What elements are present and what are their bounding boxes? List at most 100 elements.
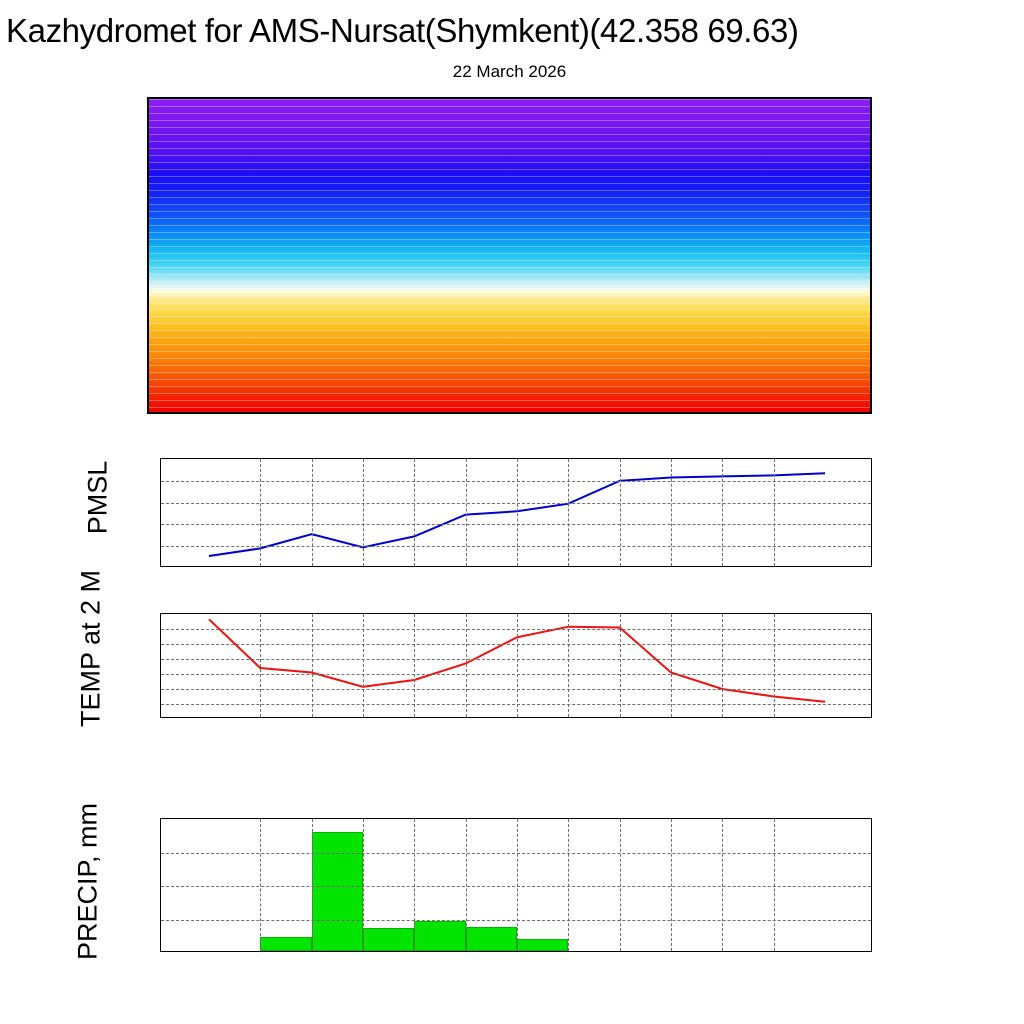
y-minor-tick	[160, 625, 161, 626]
x-tick	[825, 951, 826, 952]
v-gridline	[722, 459, 724, 566]
precip-bars	[161, 819, 871, 951]
v-gridline	[311, 614, 313, 717]
y-minor-tick	[160, 519, 161, 520]
v-gridline	[568, 819, 570, 951]
v-gridline	[773, 819, 775, 951]
h-gridline	[161, 852, 871, 854]
y-tick-label: 16	[147, 226, 149, 243]
y-tick-label: 24	[147, 136, 149, 153]
v-gridline	[773, 459, 775, 566]
y-minor-tick	[160, 674, 161, 675]
y-minor-tick	[160, 819, 161, 820]
h-gridline	[161, 502, 871, 504]
y-minor-tick	[160, 622, 161, 623]
y-minor-tick	[160, 846, 161, 847]
v-gridline	[722, 819, 724, 951]
y-tick-label: 20	[147, 181, 149, 198]
y-minor-tick	[160, 557, 161, 558]
x-tick	[466, 566, 467, 567]
x-tick	[209, 566, 210, 567]
x-tick	[466, 951, 467, 952]
y-minor-tick	[160, 470, 161, 471]
y-minor-tick	[160, 826, 161, 827]
y-minor-tick	[160, 546, 161, 547]
precip-bar	[414, 920, 466, 951]
precip-bar	[311, 832, 363, 951]
y-minor-tick	[160, 633, 161, 634]
chart-subtitle-date: 22 March 2026	[452, 62, 567, 81]
v-gridline	[773, 614, 775, 717]
y-minor-tick	[160, 503, 161, 504]
y-minor-tick	[160, 715, 161, 716]
y-tick-label: 4	[147, 362, 149, 379]
x-tick	[753, 412, 754, 414]
v-gridline	[517, 819, 518, 951]
v-gridline	[311, 819, 313, 951]
y-minor-tick	[160, 678, 161, 679]
x-tick	[722, 717, 723, 718]
x-tick	[722, 951, 723, 952]
y-minor-tick	[160, 946, 161, 947]
v-gridline	[260, 819, 262, 951]
y-minor-tick	[160, 899, 161, 900]
x-tick	[825, 566, 826, 567]
x-tick	[330, 412, 331, 414]
y-minor-tick	[160, 689, 161, 690]
y-minor-tick	[160, 853, 161, 854]
x-tick	[568, 566, 569, 567]
x-tick	[620, 566, 621, 567]
y-minor-tick	[160, 508, 161, 509]
v-gridline	[260, 459, 262, 566]
x-tick	[722, 566, 723, 567]
temp-axis-label: TEMP at 2 M	[75, 569, 106, 728]
y-minor-tick	[160, 879, 161, 880]
precip-bar	[363, 928, 415, 951]
v-gridline	[311, 459, 313, 566]
precip-plot: 0.01.02.03.04.022_1222_1522_1822_2123_00…	[160, 818, 872, 952]
x-tick	[260, 717, 261, 718]
v-gridline	[465, 614, 467, 717]
x-tick	[568, 717, 569, 718]
v-gridline	[517, 614, 518, 717]
x-tick	[466, 717, 467, 718]
x-tick	[671, 951, 672, 952]
v-gridline	[671, 614, 672, 717]
precip-bar	[465, 926, 517, 951]
y-minor-tick	[160, 648, 161, 649]
y-minor-tick	[160, 839, 161, 840]
y-minor-tick	[160, 670, 161, 671]
y-minor-tick	[160, 866, 161, 867]
y-minor-tick	[160, 906, 161, 907]
x-tick	[814, 412, 815, 414]
y-minor-tick	[160, 655, 161, 656]
y-minor-tick	[160, 682, 161, 683]
h-gridline	[161, 524, 871, 526]
v-gridline	[568, 459, 570, 566]
y-minor-tick	[160, 629, 161, 630]
y-minor-tick	[160, 535, 161, 536]
x-tick	[414, 717, 415, 718]
h-gridline	[161, 480, 871, 482]
y-minor-tick	[160, 685, 161, 686]
x-tick	[260, 951, 261, 952]
v-gridline	[517, 459, 518, 566]
y-minor-tick	[160, 563, 161, 564]
h-gridline	[161, 689, 871, 690]
y-minor-tick	[160, 644, 161, 645]
x-tick	[363, 951, 364, 952]
x-tick	[312, 566, 313, 567]
y-minor-tick	[160, 637, 161, 638]
h-gridline	[161, 674, 871, 675]
precip-axis-label: PRECIP, mm	[72, 802, 103, 961]
y-minor-tick	[160, 530, 161, 531]
v-gridline	[619, 614, 621, 717]
y-minor-tick	[160, 659, 161, 660]
x-tick	[632, 412, 633, 414]
y-minor-tick	[160, 614, 161, 615]
v-gridline	[465, 819, 467, 951]
y-minor-tick	[160, 832, 161, 833]
x-tick	[209, 412, 210, 414]
y-minor-tick	[160, 459, 161, 460]
x-tick	[312, 717, 313, 718]
